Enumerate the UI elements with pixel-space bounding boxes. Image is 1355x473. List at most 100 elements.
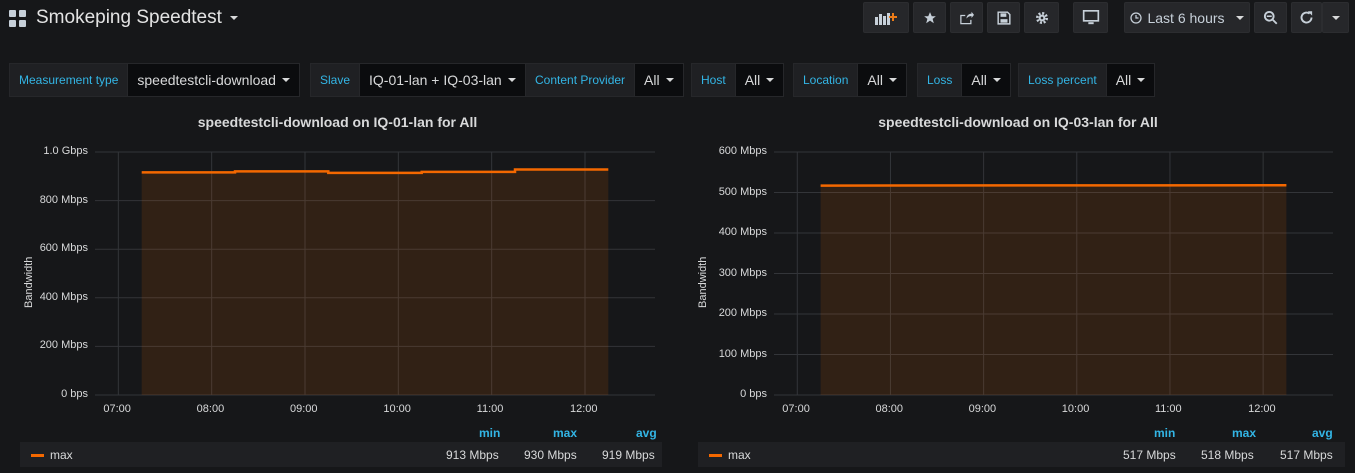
legend-header-avg[interactable]: avg [636,426,657,440]
variable-select[interactable]: All [1106,63,1156,97]
monitor-icon [1082,10,1099,25]
graph-plot[interactable] [95,151,655,396]
variable-select[interactable]: IQ-01-lan + IQ-03-lan [360,63,526,97]
legend-header-min[interactable]: min [479,426,501,440]
share-button[interactable] [950,2,983,33]
refresh-interval-dropdown[interactable] [1322,2,1349,33]
variable-slave[interactable]: Slave IQ-01-lan + IQ-03-lan [310,63,526,97]
variable-measurement-type[interactable]: Measurement type speedtestcli-download [9,63,300,97]
y-tick-label: 800 Mbps [39,193,88,206]
y-axis-label: Bandwidth [697,256,709,308]
legend-header-max[interactable]: max [553,426,578,440]
legend-value-avg: 517 Mbps [1280,448,1333,462]
variable-select[interactable]: All [962,63,1011,97]
chevron-down-icon [1137,78,1146,82]
x-tick-label: 07:00 [782,403,810,415]
settings-button[interactable] [1024,2,1059,33]
y-tick-label: 100 Mbps [718,347,767,360]
clock-icon [1130,11,1143,24]
variable-host[interactable]: Host All [691,63,785,97]
chevron-down-icon [1331,15,1340,20]
variable-select[interactable]: All [635,63,684,97]
variable-label: Location [793,63,859,97]
variable-loss-percent[interactable]: Loss percent All [1018,63,1156,97]
variable-value: All [644,72,660,88]
x-tick-label: 11:00 [1154,403,1182,415]
variable-label: Content Provider [525,63,636,97]
save-button[interactable] [987,2,1020,33]
series-color-swatch[interactable] [31,454,44,457]
panel-title[interactable]: speedtestcli-download on IQ-01-lan for A… [197,114,478,130]
x-tick-label: 09:00 [968,403,997,415]
gear-icon [1035,11,1048,24]
variable-content-provider[interactable]: Content Provider All [525,63,684,97]
time-picker-button[interactable]: Last 6 hours [1124,2,1250,33]
legend-value-min: 913 Mbps [446,448,499,462]
legend-header-avg[interactable]: avg [1312,426,1333,440]
variable-select[interactable]: All [858,63,907,97]
legend-value-min: 517 Mbps [1123,448,1176,462]
variable-loss[interactable]: Loss All [917,63,1011,97]
time-range-label: Last 6 hours [1147,9,1225,26]
variable-value: All [744,72,761,88]
y-axis-label: Bandwidth [23,256,35,308]
y-tick-label: 400 Mbps [39,290,88,303]
variable-label: Loss percent [1018,63,1107,97]
star-icon [923,11,936,23]
apps-grid-icon[interactable] [9,10,26,27]
variable-label: Loss [917,63,963,97]
x-tick-label: 07:00 [103,403,131,415]
x-tick-label: 12:00 [1248,403,1276,415]
refresh-icon [1300,11,1313,24]
series-area-fill [820,185,1287,395]
y-tick-label: 600 Mbps [718,145,767,157]
series-line-max[interactable] [141,168,609,175]
panel-title[interactable]: speedtestcli-download on IQ-03-lan for A… [878,114,1158,130]
y-tick-label: 600 Mbps [39,242,88,255]
legend-header-min[interactable]: min [1154,426,1176,440]
variable-value: speedtestcli-download [137,72,276,88]
chevron-down-icon [888,78,897,82]
variable-label: Host [691,63,736,97]
chevron-down-icon [665,78,674,82]
y-tick-label: 0 bps [61,388,88,400]
legend-value-max: 930 Mbps [524,448,577,462]
legend-row[interactable]: max 913 Mbps 930 Mbps 919 Mbps [20,442,662,467]
variable-location[interactable]: Location All [793,63,907,97]
chevron-down-icon [1235,15,1244,20]
variable-label: Measurement type [9,63,129,97]
chevron-down-icon [229,16,238,20]
legend-series-name[interactable]: max [728,448,751,462]
y-tick-label: 300 Mbps [718,266,767,279]
variable-value: All [867,72,883,88]
share-icon [960,11,974,24]
y-tick-label: 500 Mbps [718,185,767,198]
graph-panel-iq03[interactable]: speedtestcli-download on IQ-03-lan for A… [688,106,1348,473]
refresh-button[interactable] [1291,2,1322,33]
series-color-swatch[interactable] [709,454,722,457]
y-tick-label: 1.0 Gbps [43,145,88,157]
tv-mode-button[interactable] [1073,2,1108,33]
variable-value: All [971,72,987,88]
y-tick-label: 200 Mbps [39,339,88,352]
add-panel-button[interactable] [863,2,909,33]
x-tick-label: 09:00 [290,403,318,415]
add-panel-icon [875,12,897,25]
dashboard-title[interactable]: Smokeping Speedtest [36,7,238,29]
star-button[interactable] [913,2,946,33]
chevron-down-icon [992,78,1001,82]
top-navbar: Smokeping Speedtest Last 6 hours [0,0,1355,38]
variable-select[interactable]: All [735,63,785,97]
legend-header-max[interactable]: max [1232,426,1257,440]
variable-value: All [1115,72,1132,88]
chevron-down-icon [281,78,290,82]
zoom-out-button[interactable] [1254,2,1287,33]
y-tick-label: 200 Mbps [718,307,767,319]
save-icon [996,10,1011,25]
graph-plot[interactable] [774,151,1333,396]
graph-panel-iq01[interactable]: speedtestcli-download on IQ-01-lan for A… [10,106,665,473]
legend-series-name[interactable]: max [50,448,73,462]
variable-select[interactable]: speedtestcli-download [128,63,300,97]
template-variables-bar: Measurement type speedtestcli-download S… [0,63,1355,97]
legend-row[interactable]: max 517 Mbps 518 Mbps 517 Mbps [698,442,1345,467]
